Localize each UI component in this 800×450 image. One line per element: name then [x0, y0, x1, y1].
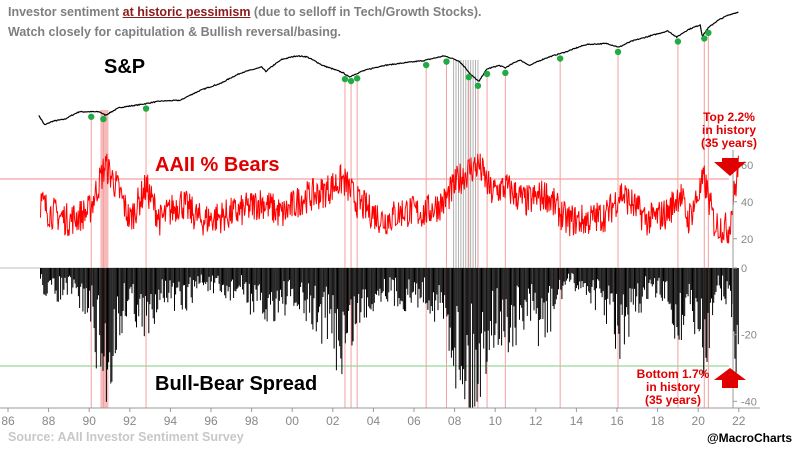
signal-marker: [705, 29, 712, 37]
subtitle-suffix: (due to selloff in Tech/Growth Stocks).: [250, 5, 482, 19]
y-tick-label: -20: [741, 330, 757, 342]
x-tick-label: 16: [610, 414, 624, 428]
top-annotation-line: (35 years): [700, 136, 758, 150]
signal-marker: [701, 35, 708, 42]
bottom-arrow: [714, 368, 746, 388]
chart-subtitle-line-1: Investor sentiment at historic pessimism…: [8, 5, 481, 19]
x-ticks: 86 88 90 92 94 96 98 00 02 04 06 08 10 12 14 16 18 20 22: [1, 408, 746, 428]
signal-marker: [674, 38, 682, 45]
x-tick-label: 90: [83, 414, 97, 428]
x-tick-label: 08: [448, 414, 462, 428]
x-tick-label: 20: [692, 414, 706, 428]
top-annotation-line: Top 2.2%: [703, 110, 755, 124]
signal-marker: [443, 58, 450, 65]
x-tick-label: 00: [286, 414, 300, 428]
signal-marker: [465, 73, 473, 81]
signal-marker: [502, 69, 509, 77]
bears-series-line: [40, 153, 739, 244]
x-tick-label: 88: [42, 414, 56, 428]
x-tick-label: 92: [123, 414, 137, 428]
x-tick-label: 12: [529, 414, 543, 428]
signal-marker: [614, 48, 622, 56]
top-annotation-line: in history: [701, 123, 756, 137]
y-ticks: 20 40 60 0 -20 -40: [733, 160, 757, 408]
signal-marker: [422, 61, 430, 69]
chart-subtitle-line-2: Watch closely for capitulation & Bullish…: [8, 25, 341, 39]
y-tick-label: -40: [741, 396, 757, 408]
x-tick-label: 98: [245, 414, 259, 428]
author-handle: @MacroCharts: [706, 431, 792, 445]
top-annotation: Top 2.2% in history (35 years): [686, 111, 772, 150]
event-bands: [100, 60, 479, 408]
subtitle-emphasis: at historic pessimism: [122, 5, 251, 19]
bears-label: AAII % Bears: [155, 154, 280, 176]
x-tick-label: 86: [1, 414, 15, 428]
x-tick-label: 22: [732, 414, 746, 428]
top-arrow: [714, 158, 746, 176]
spread-series: [40, 268, 739, 408]
signal-marker: [88, 113, 95, 120]
bottom-annotation-line: in history: [645, 380, 700, 394]
source-note: Source: AAII Investor Sentiment Survey: [8, 430, 244, 444]
y-tick-label: 40: [741, 197, 753, 209]
x-tick-label: 10: [489, 414, 503, 428]
signal-markers: [88, 29, 712, 123]
signal-marker: [341, 75, 349, 83]
sp-series-line: [38, 11, 739, 126]
x-tick-label: 06: [407, 414, 421, 428]
spread-label: Bull-Bear Spread: [155, 373, 318, 395]
x-tick-label: 18: [651, 414, 665, 428]
signal-marker: [353, 75, 361, 82]
event-band: [100, 110, 109, 408]
y-tick-label: 20: [741, 234, 753, 246]
signal-marker: [347, 77, 355, 85]
axes: [0, 150, 760, 409]
x-tick-label: 02: [326, 414, 340, 428]
signal-marker: [142, 105, 150, 112]
x-tick-label: 96: [204, 414, 218, 428]
signal-marker: [474, 82, 482, 89]
bottom-annotation-line: Bottom 1.7%: [636, 367, 710, 381]
signal-marker: [100, 115, 107, 123]
sp-label: S&P: [104, 56, 146, 78]
x-tick-label: 14: [570, 414, 584, 428]
y-tick-label: 60: [741, 160, 753, 172]
bottom-annotation: Bottom 1.7% in history (35 years): [625, 368, 721, 407]
signal-marker: [483, 70, 491, 78]
y-tick-label: 0: [741, 263, 747, 275]
x-tick-label: 04: [367, 414, 381, 428]
subtitle-prefix: Investor sentiment: [8, 5, 123, 19]
bottom-annotation-line: (35 years): [644, 393, 702, 407]
x-tick-label: 94: [164, 414, 178, 428]
signal-marker: [556, 55, 564, 62]
